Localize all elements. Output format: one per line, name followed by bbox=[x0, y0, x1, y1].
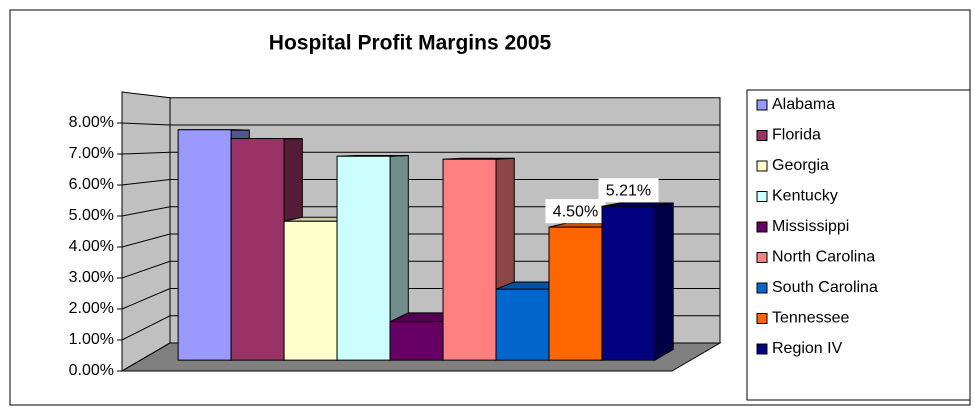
y-tick-label: 1.00% bbox=[69, 331, 114, 348]
legend-label: Alabama bbox=[772, 96, 835, 113]
legend-swatch bbox=[756, 313, 768, 324]
legend-label: South Carolina bbox=[772, 279, 878, 296]
grid-line bbox=[121, 151, 720, 155]
legend-label: Tennessee bbox=[772, 310, 849, 327]
legend-swatch bbox=[756, 160, 768, 172]
bar bbox=[389, 321, 444, 361]
legend-swatch bbox=[756, 252, 768, 263]
bar bbox=[442, 158, 497, 361]
grid-line bbox=[121, 206, 720, 217]
bar bbox=[495, 288, 550, 361]
bar-side bbox=[654, 202, 674, 361]
legend-swatch bbox=[756, 282, 768, 294]
legend-swatch bbox=[756, 130, 768, 141]
value-label-bg bbox=[545, 199, 606, 224]
y-tick-label: 2.00% bbox=[69, 300, 114, 317]
grid-line bbox=[121, 179, 720, 186]
bar bbox=[177, 129, 232, 361]
y-tick-label: 4.00% bbox=[69, 238, 114, 255]
grid-line bbox=[121, 233, 720, 248]
chart-title: Hospital Profit Margins 2005 bbox=[269, 32, 552, 55]
legend-label: Florida bbox=[772, 127, 821, 144]
y-tick-label: 6.00% bbox=[69, 176, 114, 193]
legend-swatch bbox=[756, 221, 768, 233]
value-label: 4.50% bbox=[553, 203, 598, 220]
bar bbox=[283, 220, 338, 361]
y-tick-label: 7.00% bbox=[69, 145, 114, 162]
value-label: 5.21% bbox=[606, 182, 651, 199]
legend-swatch bbox=[756, 191, 768, 202]
y-tick-label: 5.00% bbox=[69, 207, 114, 224]
y-tick-label: 3.00% bbox=[69, 269, 114, 286]
legend-swatch bbox=[756, 99, 768, 111]
bar bbox=[230, 138, 285, 361]
bar bbox=[336, 155, 391, 361]
grid-line bbox=[121, 260, 720, 279]
legend-label: North Carolina bbox=[772, 249, 875, 266]
legend-label: Kentucky bbox=[772, 188, 838, 205]
legend-label: Region IV bbox=[772, 340, 843, 357]
legend-label: Georgia bbox=[772, 157, 829, 174]
bar bbox=[548, 226, 603, 361]
left-wall bbox=[121, 91, 171, 372]
grid-line bbox=[121, 122, 720, 126]
legend-swatch bbox=[756, 343, 768, 355]
bar bbox=[601, 205, 656, 361]
legend-label: Mississippi bbox=[772, 218, 849, 235]
y-tick-label: 0.00% bbox=[69, 362, 114, 379]
legend-box bbox=[746, 89, 971, 401]
y-tick-label: 8.00% bbox=[69, 114, 114, 131]
value-label-bg bbox=[598, 178, 659, 203]
